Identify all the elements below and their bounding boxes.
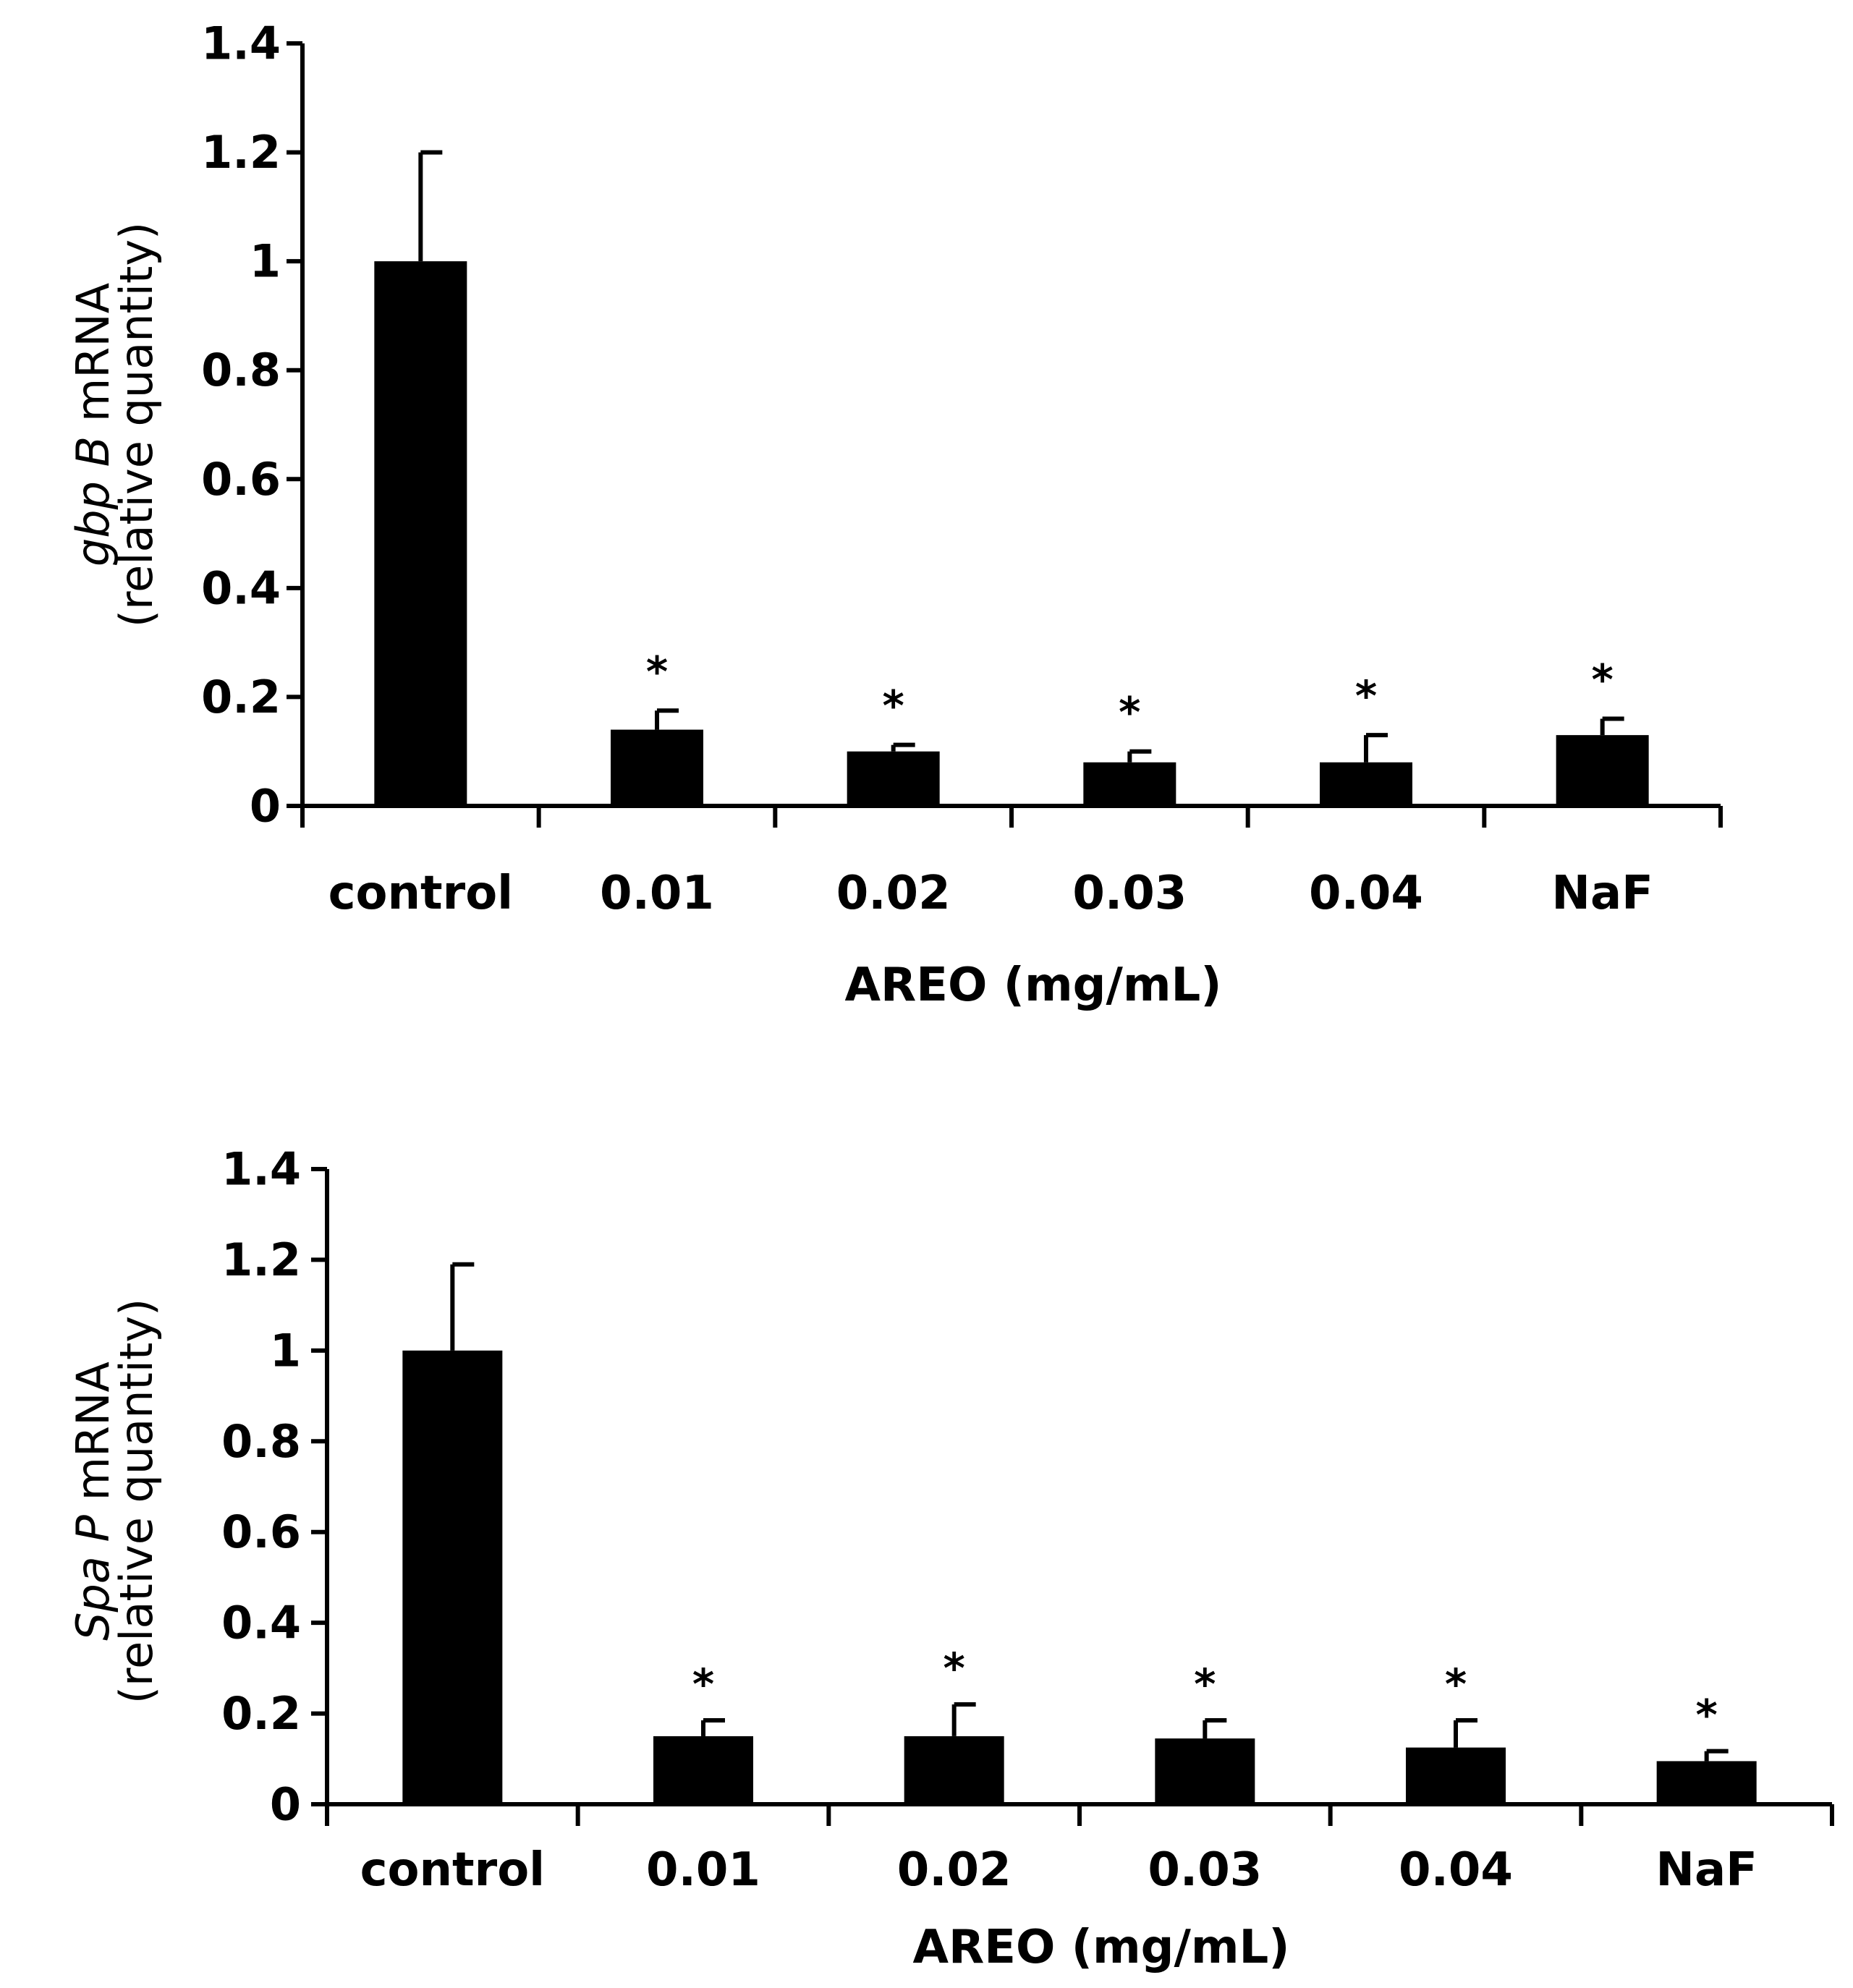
bar xyxy=(1406,1747,1506,1804)
y-tick-label: 1.4 xyxy=(201,17,281,70)
x-tick-label: 0.02 xyxy=(897,1843,1012,1897)
bar xyxy=(847,751,940,806)
y-tick-label: 0.6 xyxy=(201,453,281,506)
significance-star: * xyxy=(692,1660,714,1709)
x-tick-label: 0.01 xyxy=(600,867,714,920)
y-tick-label: 0.4 xyxy=(201,561,281,614)
x-tick-label: 0.03 xyxy=(1072,867,1187,920)
y-tick-label: 0.2 xyxy=(221,1687,301,1740)
y-tick-label: 0.2 xyxy=(201,671,281,723)
y-tick-label: 1.2 xyxy=(221,1233,301,1286)
significance-star: * xyxy=(882,681,904,731)
x-tick-label: 0.02 xyxy=(836,867,951,920)
x-tick-label: 0.03 xyxy=(1148,1843,1262,1897)
y-axis-title: Spa P mRNA xyxy=(67,1362,119,1641)
bar xyxy=(1083,762,1176,806)
y-axis-title-line2: (relative quantity) xyxy=(110,222,163,627)
y-axis-title-gene: gbp B xyxy=(67,436,119,566)
y-axis-title-gene: Spa P xyxy=(67,1514,119,1640)
x-tick-label: control xyxy=(328,867,514,920)
bar xyxy=(1320,762,1412,806)
y-tick-label: 1 xyxy=(270,1324,301,1377)
bar xyxy=(904,1736,1004,1804)
significance-star: * xyxy=(646,647,668,696)
x-axis-title: AREO (mg/mL) xyxy=(912,1921,1289,1974)
bar xyxy=(1556,735,1649,806)
y-axis-title: gbp B mRNA xyxy=(67,283,119,566)
x-tick-label: 0.04 xyxy=(1309,867,1423,920)
significance-star: * xyxy=(1355,671,1377,721)
y-tick-label: 1.2 xyxy=(201,126,281,179)
y-tick-label: 0 xyxy=(250,780,281,833)
chart-spap: 0 0.2 0.4 0.6 0.8 1 1.2 1.4 control * 0.01 * 0.02 * 0.… xyxy=(67,1143,1834,1974)
y-tick-label: 0.8 xyxy=(221,1415,301,1468)
significance-star: * xyxy=(1119,688,1140,737)
y-tick-label: 0 xyxy=(270,1778,301,1831)
x-axis-title: AREO (mg/mL) xyxy=(844,959,1221,1012)
x-tick-label: control xyxy=(360,1843,546,1897)
x-tick-label: 0.01 xyxy=(646,1843,760,1897)
y-tick-label: 0.4 xyxy=(221,1597,301,1649)
x-tick-label: 0.04 xyxy=(1399,1843,1513,1897)
y-tick-label: 0.8 xyxy=(201,344,281,396)
significance-star: * xyxy=(1445,1660,1467,1709)
chart-gbpb: 0 0.2 0.4 0.6 0.8 1 1.2 1.4 control * 0.01 * 0.02 * 0.… xyxy=(67,17,1723,1012)
x-tick-label: NaF xyxy=(1655,1843,1757,1897)
significance-star: * xyxy=(1695,1691,1717,1740)
bar xyxy=(611,729,703,806)
y-tick-label: 1.4 xyxy=(221,1143,301,1196)
y-axis-title-suffix: mRNA xyxy=(67,283,119,436)
bar xyxy=(402,1350,503,1804)
bar xyxy=(653,1736,753,1804)
x-tick-label: NaF xyxy=(1551,867,1653,920)
y-axis-title-line2: (relative quantity) xyxy=(110,1299,163,1704)
significance-star: * xyxy=(943,1644,964,1693)
significance-star: * xyxy=(1591,655,1613,705)
bar xyxy=(374,261,467,807)
significance-star: * xyxy=(1194,1660,1216,1709)
bar xyxy=(1155,1738,1255,1804)
y-tick-label: 0.6 xyxy=(221,1505,301,1558)
bar xyxy=(1656,1761,1757,1804)
y-axis-title-suffix: mRNA xyxy=(67,1362,119,1515)
y-tick-label: 1 xyxy=(250,235,281,288)
